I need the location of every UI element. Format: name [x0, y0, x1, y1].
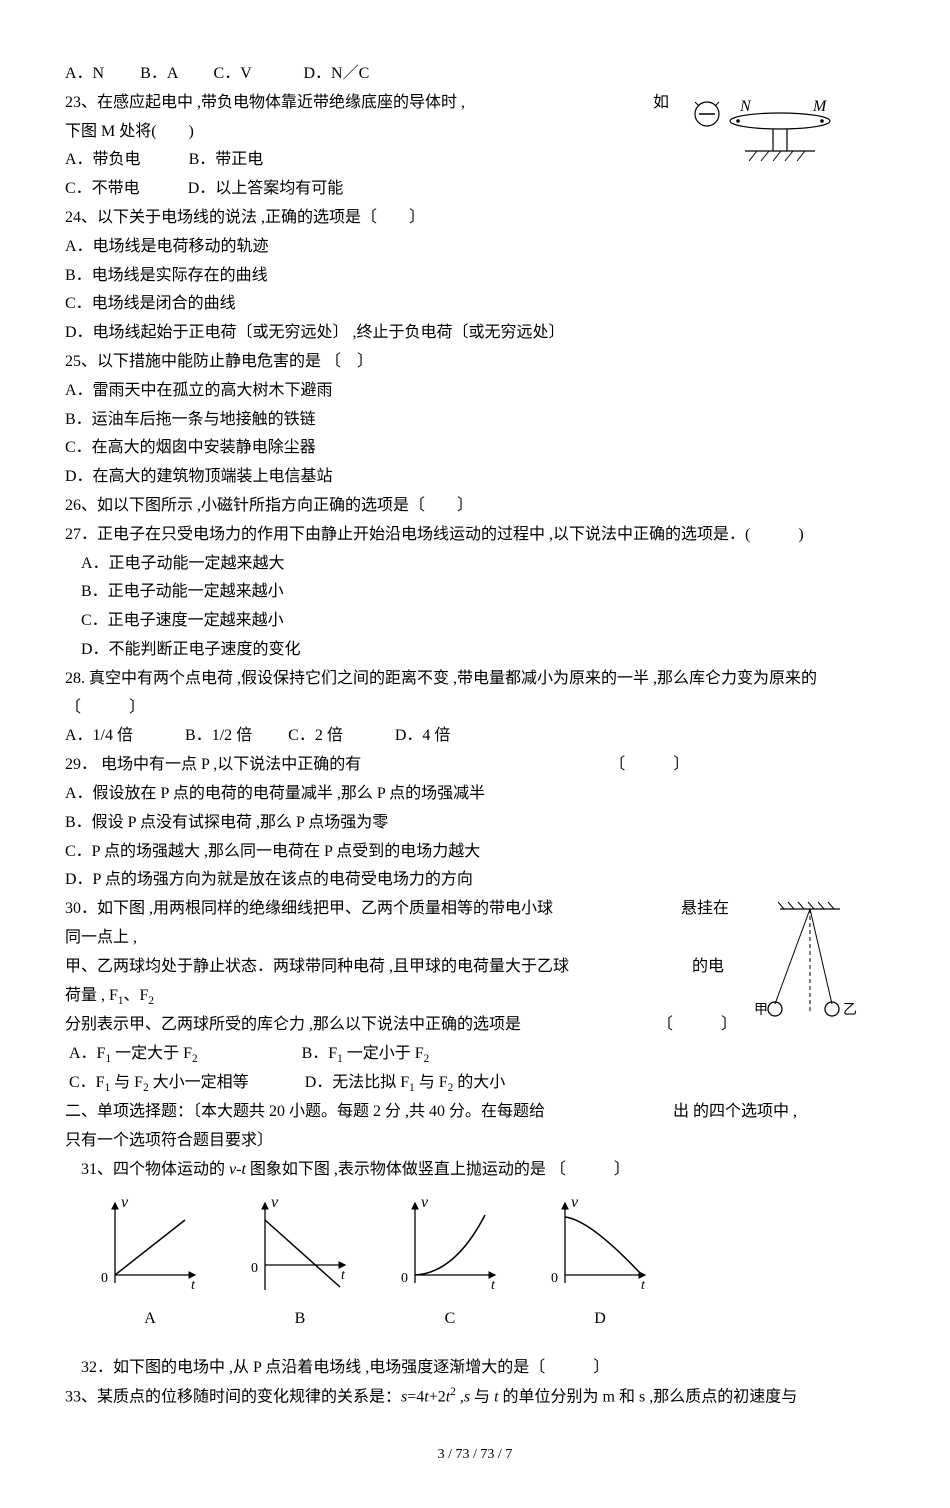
q30-ab: A．F1 一定大于 F2 B．F1 一定小于 F2 — [65, 1040, 885, 1069]
section2-line1: 二、单项选择题：〔本大题共 20 小题。每题 2 分 ,共 40 分。在每题给 … — [65, 1098, 885, 1127]
q27-c: C．正电子速度一定越来越小 — [65, 607, 885, 636]
svg-text:ν: ν — [271, 1195, 279, 1211]
q28-opts: A．1/4 倍 B．1/2 倍 C．2 倍 D．4 倍 — [65, 722, 885, 751]
q24-stem: 24、以下关于电场线的说法 ,正确的选项是〔 〕 — [65, 204, 885, 233]
q24-d: D．电场线起始于正电荷〔或无穷远处〕 ,终止于负电荷〔或无穷远处〕 — [65, 319, 885, 348]
q29-a: A．假设放在 P 点的电荷的电荷量减半 ,那么 P 点的场强减半 — [65, 780, 885, 809]
q28-c: C．2 倍 — [288, 727, 343, 744]
svg-text:t: t — [491, 1278, 496, 1293]
q30-l2-left: 甲、乙两球均处于静止状态．两球带同种电荷 ,且甲球的电荷量大于乙球 — [65, 958, 569, 975]
svg-text:M: M — [812, 98, 828, 115]
q28-a: A．1/4 倍 — [65, 727, 133, 744]
q30-b: B．F1 一定小于 F2 — [302, 1045, 430, 1062]
q31-stem: 31、四个物体运动的 v-t 图象如下图 ,表示物体做竖直上抛运动的是 〔 〕 — [65, 1156, 885, 1185]
q25-c: C．在高大的烟囱中安装静电除尘器 — [65, 434, 885, 463]
q25-a: A．雷雨天中在孤立的高大树木下避雨 — [65, 377, 885, 406]
q30-d: D．无法比拟 F1 与 F2 的大小 — [305, 1074, 506, 1091]
q27-a: A．正电子动能一定越来越大 — [65, 550, 885, 579]
q30-l1-left: 30．如下图 ,用两根同样的绝缘细线把甲、乙两个质量相等的带电小球 — [65, 900, 553, 917]
q30-cd: C．F1 与 F2 大小一定相等 D．无法比拟 F1 与 F2 的大小 — [65, 1069, 885, 1098]
q23-d: D．以上答案均有可能 — [188, 180, 344, 197]
pendulum-figure: 甲 乙 — [750, 899, 865, 1029]
svg-text:N: N — [739, 98, 752, 115]
q23-block: N M 23、在感应起电中 ,带负电物体靠近带绝缘底座的导体时 , 如下图 M … — [65, 89, 885, 204]
q30-a: A．F1 一定大于 F2 — [69, 1045, 198, 1062]
chart-a-label: A — [95, 1305, 205, 1334]
section2-line2: 只有一个选项符合题目要求〕 — [65, 1127, 885, 1156]
q23-b: B．带正电 — [189, 151, 264, 168]
svg-text:0: 0 — [401, 1271, 408, 1286]
q23-a: A．带负电 — [65, 151, 141, 168]
induction-figure: N M — [685, 89, 865, 179]
q28-d: D．4 倍 — [395, 727, 451, 744]
q29-c: C．P 点的场强越大 ,那么同一电荷在 P 点受到的电场力越大 — [65, 838, 885, 867]
svg-text:0: 0 — [101, 1271, 108, 1286]
q23-stem-left: 23、在感应起电中 ,带负电物体靠近带绝缘底座的导体时 , — [65, 94, 465, 111]
opt-b: B．A — [140, 65, 177, 82]
chart-d: ν t 0 D — [545, 1195, 655, 1334]
svg-text:ν: ν — [421, 1195, 429, 1211]
q27-b: B．正电子动能一定越来越小 — [65, 578, 885, 607]
chart-a: ν t 0 A — [95, 1195, 205, 1334]
q27-stem: 27．正电子在只受电场力的作用下由静止开始沿电场线运动的过程中 ,以下说法中正确… — [65, 521, 885, 550]
chart-c-label: C — [395, 1305, 505, 1334]
q24-a: A．电场线是电荷移动的轨迹 — [65, 233, 885, 262]
q23-c: C．不带电 — [65, 180, 140, 197]
svg-text:乙: 乙 — [843, 1002, 857, 1018]
svg-text:0: 0 — [551, 1271, 558, 1286]
q28-b: B．1/2 倍 — [185, 727, 252, 744]
q27-d: D．不能判断正电子速度的变化 — [65, 636, 885, 665]
opt-a: A．N — [65, 65, 104, 82]
opt-c: C．V — [214, 65, 252, 82]
q32-stem: 32．如下图的电场中 ,从 P 点沿着电场线 ,电场强度逐渐增大的是〔 〕 — [65, 1354, 885, 1383]
svg-text:t: t — [191, 1278, 196, 1293]
q29-stem: 29． 电场中有一点 P ,以下说法中正确的有 〔 〕 — [65, 751, 885, 780]
q31-charts: ν t 0 A ν t 0 B ν t 0 C — [95, 1195, 885, 1334]
svg-text:t: t — [341, 1268, 346, 1283]
q26-stem: 26、如以下图所示 ,小磁针所指方向正确的选项是〔 〕 — [65, 492, 885, 521]
svg-text:t: t — [641, 1278, 646, 1293]
svg-text:甲: 甲 — [754, 1003, 768, 1018]
svg-text:ν: ν — [121, 1195, 129, 1211]
q28-stem: 28. 真空中有两个点电荷 ,假设保持它们之间的距离不变 ,带电量都减小为原来的… — [65, 665, 885, 723]
q24-b: B．电场线是实际存在的曲线 — [65, 262, 885, 291]
q25-b: B．运油车后拖一条与地接触的铁链 — [65, 406, 885, 435]
q30-c: C．F1 与 F2 大小一定相等 — [69, 1074, 249, 1091]
q29-b: B．假设 P 点没有试探电荷 ,那么 P 点场强为零 — [65, 809, 885, 838]
chart-c: ν t 0 C — [395, 1195, 505, 1334]
opt-d: D．N／C — [303, 65, 369, 82]
q25-d: D．在高大的建筑物顶端装上电信基站 — [65, 463, 885, 492]
q22-options: A．N B．A C．V D．N／C — [65, 60, 885, 89]
q25-stem: 25、以下措施中能防止静电危害的是 〔 〕 — [65, 348, 885, 377]
q30-block: 甲 乙 30．如下图 ,用两根同样的绝缘细线把甲、乙两个质量相等的带电小球 悬挂… — [65, 895, 885, 1098]
q24-c: C．电场线是闭合的曲线 — [65, 290, 885, 319]
q33-stem: 33、某质点的位移随时间的变化规律的关系是：s=4t+2t2 ,s 与 t 的单… — [65, 1382, 885, 1412]
q29-d: D．P 点的场强方向为就是放在该点的电荷受电场力的方向 — [65, 866, 885, 895]
chart-b: ν t 0 B — [245, 1195, 355, 1334]
page-footer: 3 / 73 / 73 / 7 — [65, 1442, 885, 1467]
svg-text:0: 0 — [251, 1261, 258, 1276]
svg-text:ν: ν — [571, 1195, 579, 1211]
chart-b-label: B — [245, 1305, 355, 1334]
chart-d-label: D — [545, 1305, 655, 1334]
